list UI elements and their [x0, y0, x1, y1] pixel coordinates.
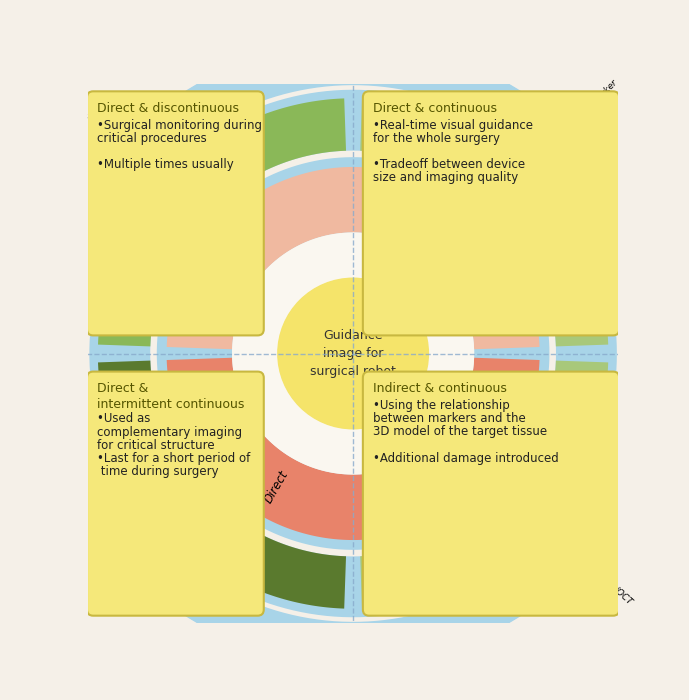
FancyBboxPatch shape — [363, 372, 619, 616]
Text: Continuous: Continuous — [492, 487, 544, 538]
FancyBboxPatch shape — [363, 91, 619, 335]
Text: Endoscope/Laparoscope/US/DSA/OCT: Endoscope/Laparoscope/US/DSA/OCT — [502, 487, 634, 607]
Polygon shape — [150, 150, 556, 556]
Polygon shape — [167, 167, 539, 349]
Text: Direct & discontinuous: Direct & discontinuous — [97, 102, 239, 115]
Text: •Additional damage introduced: •Additional damage introduced — [373, 452, 559, 465]
Text: for the whole surgery: for the whole surgery — [373, 132, 500, 145]
Text: +Electromagnetic/Optical/Visual marker: +Electromagnetic/Optical/Visual marker — [490, 79, 619, 211]
Text: •Surgical monitoring during: •Surgical monitoring during — [97, 118, 262, 132]
Circle shape — [278, 278, 429, 429]
Text: Indirect & continuous: Indirect & continuous — [373, 382, 506, 396]
Text: complementary imaging: complementary imaging — [97, 426, 242, 439]
Text: Direct: Direct — [262, 468, 291, 505]
Polygon shape — [98, 99, 346, 346]
Text: Guidance
image for
surgical robot: Guidance image for surgical robot — [310, 329, 396, 378]
FancyBboxPatch shape — [87, 91, 264, 335]
Polygon shape — [360, 99, 608, 346]
Polygon shape — [232, 232, 474, 475]
Text: for critical structure: for critical structure — [97, 439, 215, 452]
Polygon shape — [360, 360, 608, 608]
Polygon shape — [85, 85, 621, 622]
Polygon shape — [98, 360, 346, 608]
Text: Discontinuous: Discontinuous — [170, 491, 229, 556]
Polygon shape — [167, 358, 539, 540]
Text: Direct &
intermittent continuous: Direct & intermittent continuous — [97, 382, 245, 412]
Text: Radiography/MRI/CT: Radiography/MRI/CT — [120, 526, 198, 612]
Polygon shape — [43, 363, 344, 664]
Polygon shape — [43, 43, 344, 344]
Text: critical procedures: critical procedures — [97, 132, 207, 145]
Polygon shape — [362, 363, 664, 664]
Text: •Using the relationship: •Using the relationship — [373, 399, 510, 412]
Polygon shape — [362, 43, 664, 344]
Text: +Fluorescence imaging/LUS: +Fluorescence imaging/LUS — [83, 110, 192, 209]
Text: 3D model of the target tissue: 3D model of the target tissue — [373, 426, 547, 438]
FancyBboxPatch shape — [87, 372, 264, 616]
Text: Indirect: Indirect — [413, 197, 447, 243]
Text: •Tradeoff between device: •Tradeoff between device — [373, 158, 525, 172]
Text: •Used as: •Used as — [97, 412, 150, 426]
Text: •Real-time visual guidance: •Real-time visual guidance — [373, 118, 533, 132]
Polygon shape — [238, 239, 468, 468]
Text: •Last for a short period of: •Last for a short period of — [97, 452, 250, 465]
Text: time during surgery: time during surgery — [97, 465, 218, 478]
Text: Intermittent continuous: Intermittent continuous — [134, 155, 232, 245]
Text: size and imaging quality: size and imaging quality — [373, 172, 518, 184]
Text: Direct & continuous: Direct & continuous — [373, 102, 497, 115]
Circle shape — [42, 43, 664, 664]
Text: between markers and the: between markers and the — [373, 412, 526, 425]
Polygon shape — [232, 232, 474, 475]
Text: •Multiple times usually: •Multiple times usually — [97, 158, 234, 172]
